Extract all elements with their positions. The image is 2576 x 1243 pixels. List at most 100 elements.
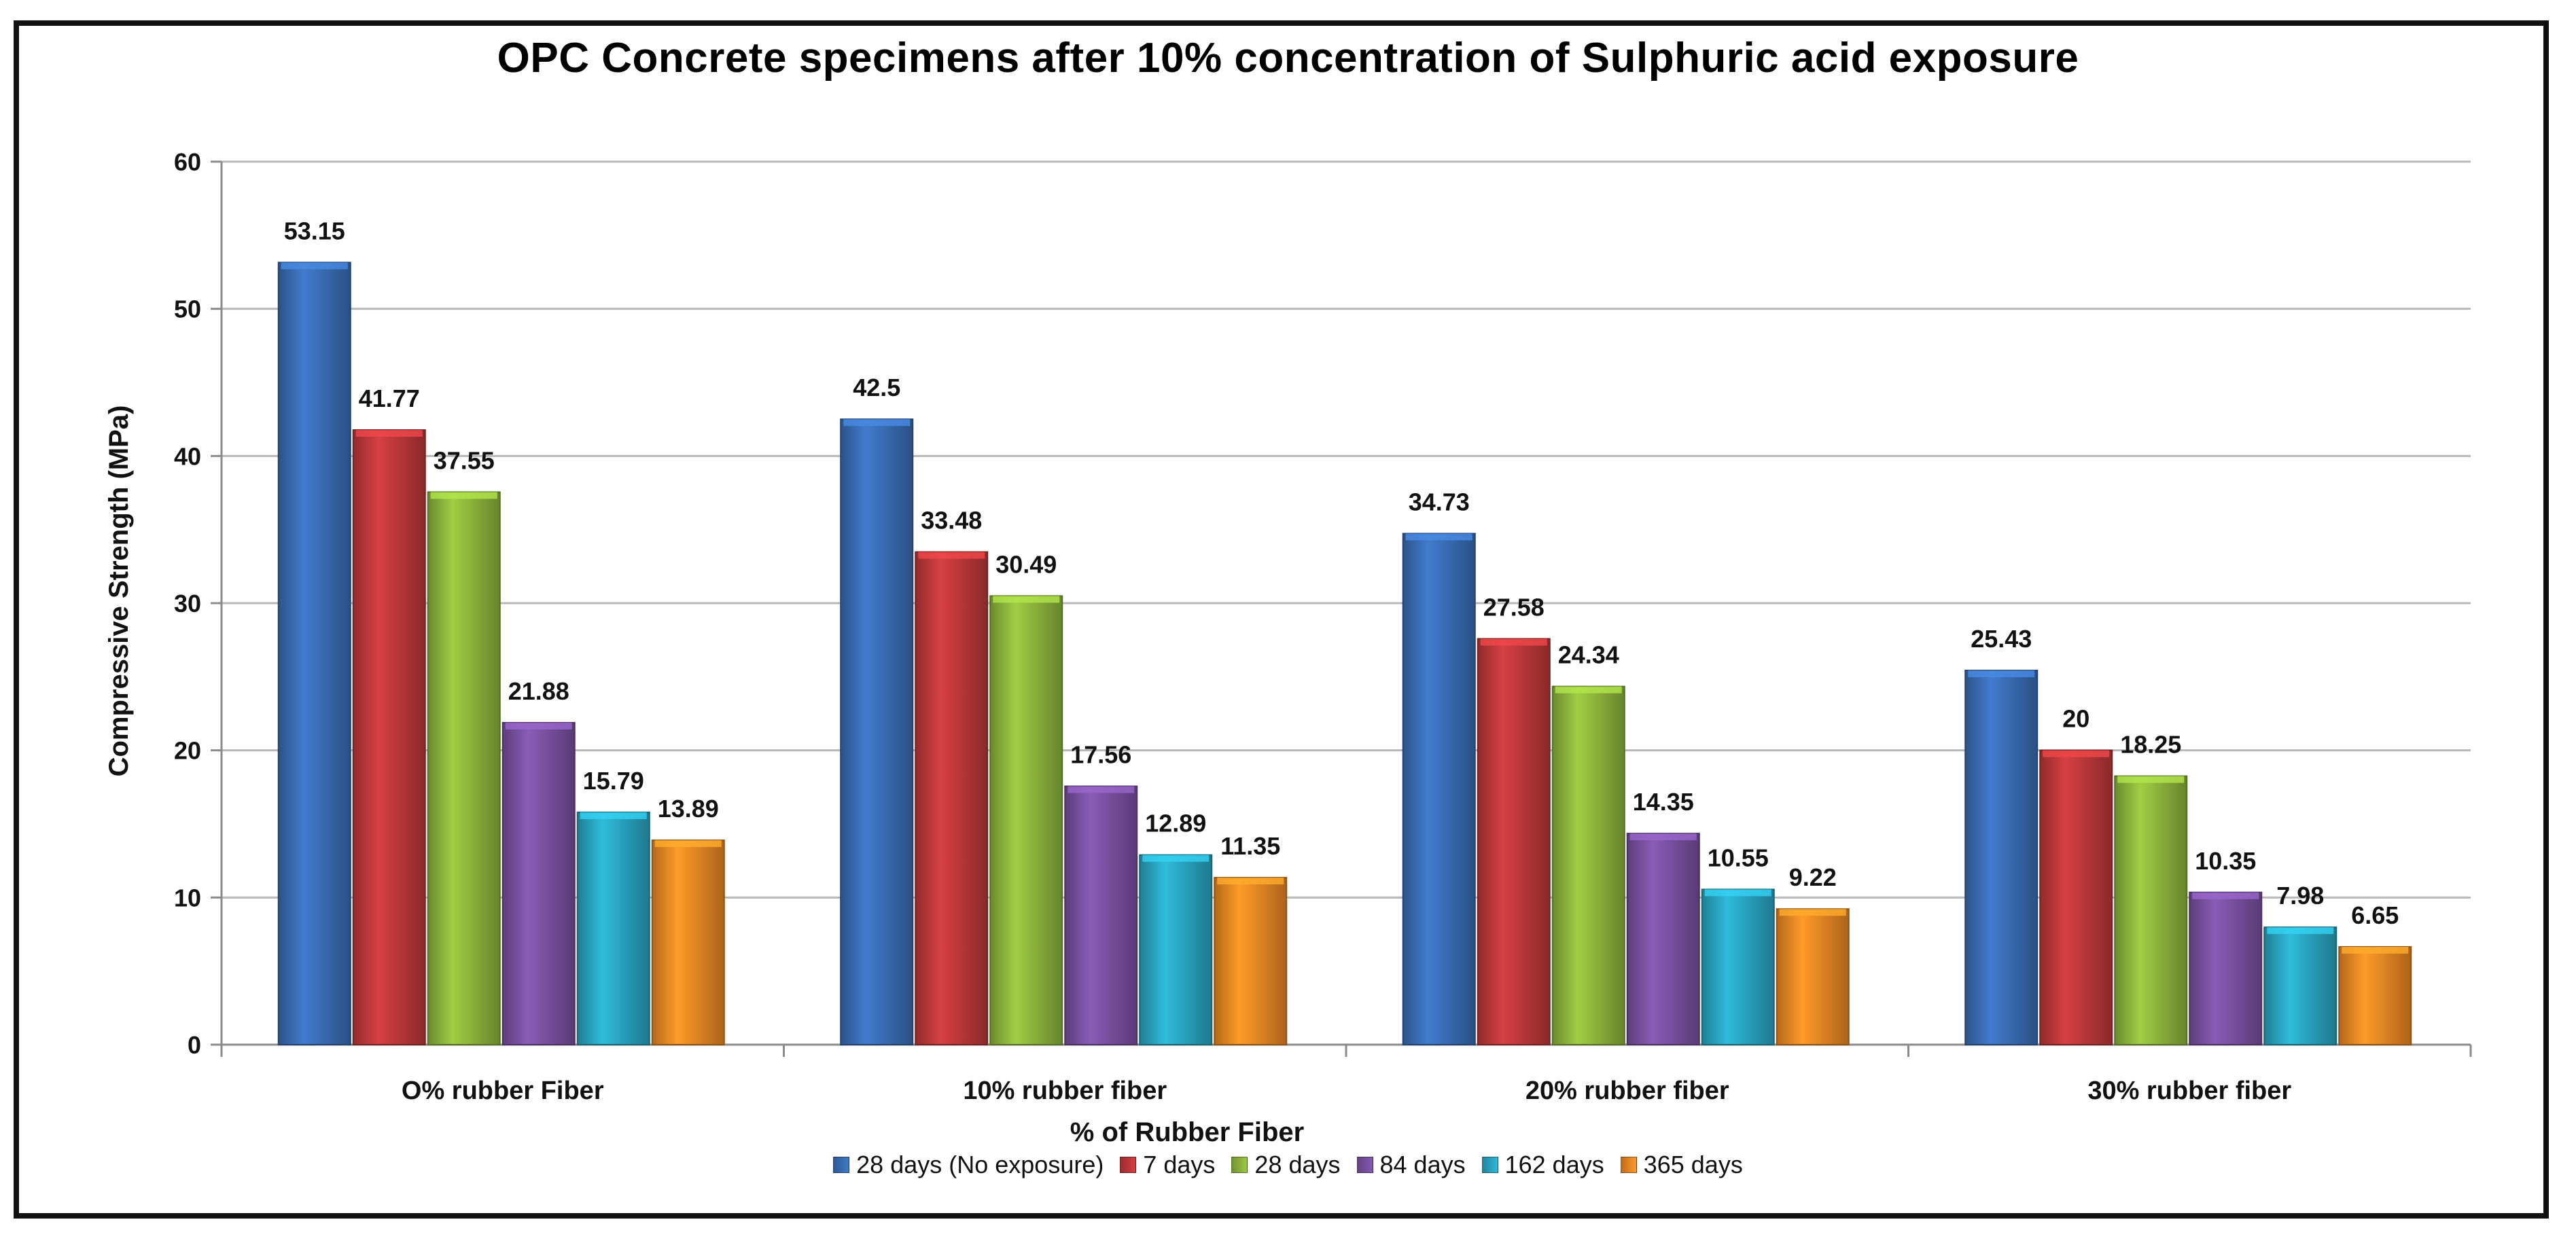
- bar-cap: [2117, 776, 2185, 783]
- legend-label: 84 days: [1379, 1151, 1466, 1178]
- data-label: 41.77: [359, 384, 420, 412]
- legend-item: 84 days: [1356, 1151, 1466, 1179]
- bar: [1701, 888, 1775, 1045]
- bar: [576, 811, 650, 1045]
- data-label: 25.43: [1971, 625, 2032, 653]
- bar: [277, 262, 351, 1046]
- gridlines: [222, 160, 2471, 899]
- bar-cap: [430, 492, 497, 499]
- chart-title: OPC Concrete specimens after 10% concent…: [497, 35, 2079, 82]
- y-tick-label: 20: [174, 737, 201, 765]
- bar: [1064, 785, 1138, 1045]
- data-label: 10.55: [1708, 844, 1769, 871]
- data-label: 27.58: [1483, 593, 1545, 621]
- bar: [2189, 891, 2263, 1045]
- legend-swatch: [1231, 1157, 1248, 1173]
- legend-swatch: [833, 1157, 850, 1173]
- bar: [2338, 945, 2412, 1045]
- bar: [427, 491, 501, 1045]
- data-label: 13.89: [658, 795, 719, 823]
- data-label: 34.73: [1409, 488, 1470, 516]
- y-tick-label: 60: [174, 148, 201, 176]
- bar: [989, 595, 1063, 1045]
- y-tick-label: 0: [188, 1031, 201, 1059]
- bar: [840, 418, 914, 1045]
- bar: [1776, 908, 1850, 1045]
- bar-cap: [1480, 638, 1547, 646]
- legend-item: 7 days: [1120, 1151, 1215, 1179]
- y-axis-label: Compressive Strength (MPa): [104, 406, 134, 777]
- bar: [1551, 685, 1625, 1045]
- legend-item: 28 days (No exposure): [833, 1151, 1104, 1179]
- bars: [277, 262, 2412, 1046]
- bar-cap: [2342, 946, 2409, 954]
- y-tick-label: 40: [174, 442, 201, 470]
- data-label: 17.56: [1070, 741, 1131, 769]
- bar-cap: [355, 429, 423, 437]
- bar: [915, 551, 989, 1045]
- legend-label: 162 days: [1504, 1151, 1604, 1178]
- data-label: 21.88: [508, 677, 569, 705]
- data-label: 9.22: [1789, 863, 1837, 891]
- legend-swatch: [1481, 1157, 1498, 1173]
- data-label: 11.35: [1220, 832, 1280, 860]
- bar: [2263, 926, 2337, 1045]
- bar-cap: [1779, 909, 1846, 916]
- data-label: 33.48: [921, 507, 982, 535]
- bar-cap: [281, 262, 348, 270]
- legend-label: 28 days (No exposure): [856, 1151, 1104, 1178]
- bar: [352, 429, 426, 1045]
- bar: [501, 721, 576, 1046]
- bar-cap: [2192, 892, 2259, 899]
- y-tick-label: 50: [174, 295, 201, 323]
- x-tick-label: 20% rubber fiber: [1525, 1077, 1729, 1105]
- legend-label: 365 days: [1643, 1151, 1743, 1178]
- bar: [651, 840, 725, 1046]
- data-label: 42.5: [853, 374, 900, 401]
- x-tick-label: 30% rubber fiber: [2087, 1077, 2291, 1105]
- data-label: 14.35: [1633, 788, 1694, 816]
- data-label: 53.15: [284, 217, 345, 245]
- legend-label: 7 days: [1143, 1151, 1216, 1178]
- data-label: 30.49: [995, 550, 1057, 578]
- data-label: 15.79: [583, 767, 644, 795]
- bar: [1139, 854, 1213, 1045]
- bar-cap: [2267, 927, 2334, 935]
- bar-cap: [654, 840, 722, 848]
- data-label: 18.25: [2120, 731, 2181, 759]
- data-label: 6.65: [2351, 901, 2399, 929]
- legend-item: 365 days: [1620, 1151, 1743, 1179]
- bar: [1214, 877, 1288, 1046]
- data-label: 10.35: [2195, 847, 2256, 875]
- bar-cap: [580, 812, 647, 819]
- bar: [2039, 749, 2113, 1045]
- bar: [1477, 638, 1551, 1045]
- bar-cap: [918, 552, 985, 559]
- y-tick-label: 10: [174, 884, 201, 912]
- legend-item: 162 days: [1481, 1151, 1604, 1179]
- bar-cap: [843, 419, 911, 427]
- bar-cap: [505, 722, 572, 729]
- legend: 28 days (No exposure) 7 days 28 days 84 day…: [0, 1151, 2576, 1179]
- x-tick-label: 10% rubber fiber: [963, 1077, 1167, 1105]
- bar-cap: [1068, 786, 1135, 793]
- data-label: 20: [2062, 705, 2089, 733]
- bar-cap: [1142, 854, 1210, 862]
- bar-cap: [1555, 686, 1622, 693]
- data-label: 7.98: [2276, 882, 2324, 909]
- data-label: 24.34: [1558, 641, 1619, 669]
- bar-cap: [2043, 750, 2110, 757]
- legend-item: 28 days: [1231, 1151, 1341, 1179]
- y-tick-label: 30: [174, 590, 201, 617]
- x-tick-label: O% rubber Fiber: [402, 1077, 604, 1105]
- data-label: 12.89: [1145, 810, 1206, 837]
- x-axis-label: % of Rubber Fiber: [1070, 1117, 1304, 1147]
- bar-cap: [1704, 889, 1771, 897]
- bar-cap: [993, 596, 1060, 603]
- bar: [1626, 833, 1700, 1046]
- data-label: 37.55: [434, 446, 495, 474]
- bar-cap: [1629, 833, 1697, 841]
- bar: [1402, 533, 1476, 1045]
- legend-swatch: [1120, 1157, 1137, 1173]
